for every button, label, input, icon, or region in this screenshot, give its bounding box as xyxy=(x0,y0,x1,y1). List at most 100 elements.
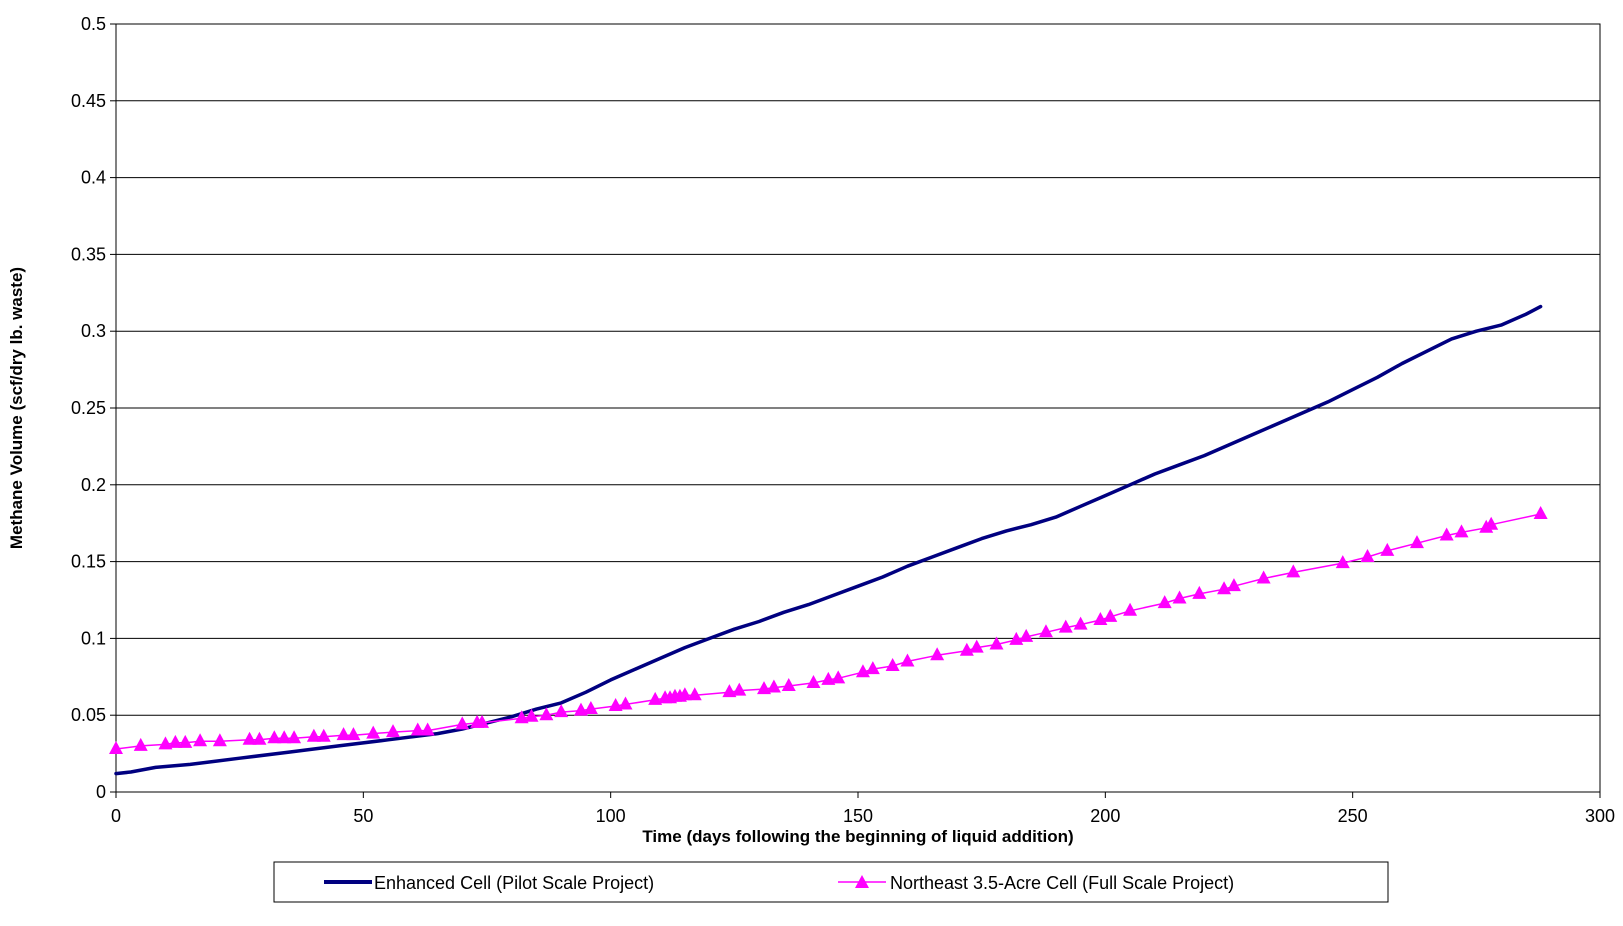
x-tick-label: 150 xyxy=(843,806,873,826)
data-point-northeast-cell xyxy=(1172,590,1187,604)
data-point-northeast-cell xyxy=(1073,616,1088,630)
y-tick-label: 0.2 xyxy=(81,475,106,495)
data-point-northeast-cell xyxy=(109,740,123,754)
y-axis-ticks: 0 0.05 0.1 0.15 0.2 0.25 0.3 0.35 0.4 0.45 0.5 xyxy=(71,14,116,802)
data-point-northeast-cell xyxy=(781,678,796,692)
data-point-northeast-cell xyxy=(1157,595,1172,609)
data-point-northeast-cell xyxy=(193,733,208,747)
gridlines xyxy=(116,100,1600,716)
data-point-northeast-cell xyxy=(514,710,529,724)
data-point-northeast-cell xyxy=(306,728,321,742)
data-point-northeast-cell xyxy=(1335,555,1350,569)
legend: Enhanced Cell (Pilot Scale Project) Nort… xyxy=(273,861,1389,903)
y-tick-label: 0.3 xyxy=(81,321,106,341)
data-point-northeast-cell xyxy=(1192,585,1207,599)
data-point-northeast-cell xyxy=(1439,527,1454,541)
data-point-northeast-cell xyxy=(885,658,900,672)
x-tick-label: 0 xyxy=(111,806,121,826)
data-point-northeast-cell xyxy=(1103,608,1118,622)
data-point-northeast-cell xyxy=(583,701,598,715)
data-point-northeast-cell xyxy=(1226,578,1241,592)
data-point-northeast-cell xyxy=(524,708,539,722)
y-tick-label: 0.4 xyxy=(81,168,106,188)
data-point-northeast-cell xyxy=(133,737,148,751)
data-point-northeast-cell xyxy=(930,647,945,661)
data-point-northeast-cell xyxy=(242,731,257,745)
x-axis-title: Time (days following the beginning of li… xyxy=(642,827,1073,846)
data-point-northeast-cell xyxy=(865,661,880,675)
data-point-northeast-cell xyxy=(346,727,361,741)
data-point-northeast-cell xyxy=(366,725,381,739)
data-point-northeast-cell xyxy=(757,681,772,695)
data-point-northeast-cell xyxy=(618,696,633,710)
y-tick-label: 0 xyxy=(96,782,106,802)
data-point-northeast-cell xyxy=(1286,564,1301,578)
data-point-northeast-cell xyxy=(1533,505,1548,519)
data-point-northeast-cell xyxy=(969,639,984,653)
data-point-northeast-cell xyxy=(989,636,1004,650)
x-tick-label: 300 xyxy=(1585,806,1615,826)
data-point-northeast-cell xyxy=(455,716,470,730)
legend-marker-northeast-cell xyxy=(855,875,869,888)
data-point-northeast-cell xyxy=(821,671,836,685)
series-layer xyxy=(109,304,1548,776)
data-point-northeast-cell xyxy=(1484,516,1499,530)
data-point-northeast-cell xyxy=(554,704,569,718)
legend-label-enhanced-cell: Enhanced Cell (Pilot Scale Project) xyxy=(374,873,654,893)
data-point-northeast-cell xyxy=(212,733,227,747)
data-point-northeast-cell xyxy=(732,682,747,696)
data-point-northeast-cell xyxy=(573,702,588,716)
data-point-northeast-cell xyxy=(475,714,490,728)
data-point-northeast-cell xyxy=(420,722,435,736)
data-point-northeast-cell xyxy=(1409,535,1424,549)
y-tick-label: 0.05 xyxy=(71,705,106,725)
data-point-northeast-cell xyxy=(1038,624,1053,638)
legend-box xyxy=(273,861,1389,903)
x-axis-ticks: 0 50 100 150 200 250 300 xyxy=(111,792,1615,826)
y-tick-label: 0.35 xyxy=(71,244,106,264)
x-tick-label: 200 xyxy=(1090,806,1120,826)
data-point-northeast-cell xyxy=(677,687,692,701)
data-point-northeast-cell xyxy=(648,691,663,705)
x-tick-label: 250 xyxy=(1338,806,1368,826)
y-tick-label: 0.15 xyxy=(71,552,106,572)
data-point-northeast-cell xyxy=(287,730,302,744)
data-point-northeast-cell xyxy=(831,670,846,684)
x-tick-label: 100 xyxy=(596,806,626,826)
data-point-northeast-cell xyxy=(316,728,331,742)
data-point-northeast-cell xyxy=(1058,619,1073,633)
data-point-northeast-cell xyxy=(168,734,183,748)
data-point-northeast-cell xyxy=(687,687,702,701)
legend-label-northeast-cell: Northeast 3.5-Acre Cell (Full Scale Proj… xyxy=(890,873,1234,893)
x-tick-label: 50 xyxy=(353,806,373,826)
y-tick-label: 0.45 xyxy=(71,91,106,111)
data-point-northeast-cell xyxy=(608,697,623,711)
data-point-northeast-cell xyxy=(1360,548,1375,562)
y-tick-label: 0.1 xyxy=(81,628,106,648)
data-point-northeast-cell xyxy=(277,730,292,744)
data-point-northeast-cell xyxy=(1380,542,1395,556)
data-point-northeast-cell xyxy=(252,731,267,745)
data-point-northeast-cell xyxy=(1256,570,1271,584)
data-point-northeast-cell xyxy=(900,653,915,667)
data-point-northeast-cell xyxy=(766,679,781,693)
data-point-northeast-cell xyxy=(267,730,282,744)
data-point-northeast-cell xyxy=(806,674,821,688)
data-point-northeast-cell xyxy=(386,724,401,738)
y-tick-label: 0.5 xyxy=(81,14,106,34)
data-point-northeast-cell xyxy=(539,707,554,721)
plot-area xyxy=(115,23,1601,793)
data-point-northeast-cell xyxy=(1123,602,1138,616)
data-point-northeast-cell xyxy=(1019,628,1034,642)
data-point-northeast-cell xyxy=(336,727,351,741)
data-point-northeast-cell xyxy=(410,722,425,736)
series-line-enhanced-cell xyxy=(114,304,1543,776)
data-point-northeast-cell xyxy=(1454,524,1469,538)
series-line-northeast-cell xyxy=(115,513,1542,750)
y-tick-label: 0.25 xyxy=(71,398,106,418)
y-axis-title: Methane Volume (scf/dry lb. waste) xyxy=(7,267,26,549)
data-point-northeast-cell xyxy=(178,734,193,748)
data-point-northeast-cell xyxy=(158,736,173,750)
data-point-northeast-cell xyxy=(722,684,737,698)
